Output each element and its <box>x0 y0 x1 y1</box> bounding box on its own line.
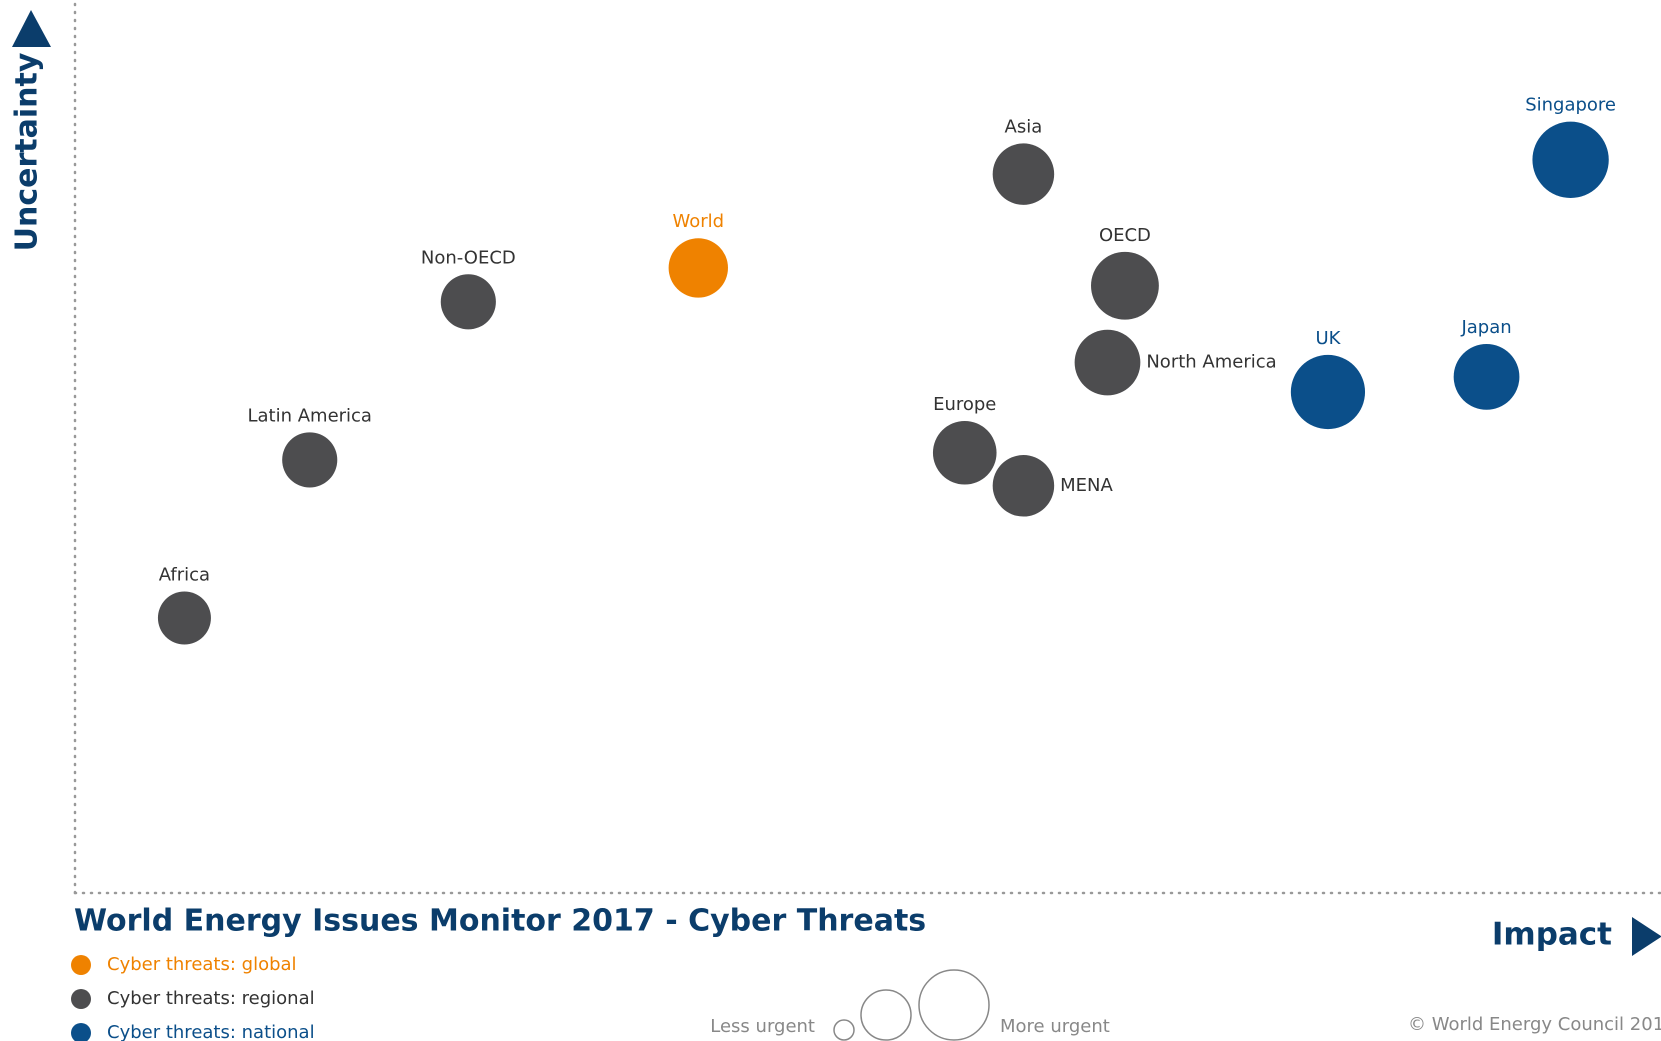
point-label: Singapore <box>1525 95 1616 116</box>
bubble <box>1453 343 1520 410</box>
size-legend-circle <box>833 1019 855 1041</box>
legend-marker <box>71 1023 91 1041</box>
bubble <box>668 238 728 298</box>
bubble <box>1290 354 1366 430</box>
point-label: OECD <box>1099 225 1151 246</box>
size-legend-high: More urgent <box>1000 1016 1110 1037</box>
bubble <box>282 432 338 488</box>
point-label: UK <box>1315 328 1341 349</box>
point-label: Japan <box>1460 317 1511 338</box>
bubble <box>1091 251 1159 320</box>
bubble <box>992 143 1055 205</box>
bubble <box>932 420 997 485</box>
size-legend-low: Less urgent <box>710 1016 815 1037</box>
source: © World Energy Council 2017 <box>1408 1014 1661 1035</box>
point-label: Latin America <box>247 405 372 426</box>
size-legend-circle <box>918 969 990 1041</box>
point-label: Asia <box>1005 116 1043 137</box>
point-label: North America <box>1146 352 1276 373</box>
point-label: World <box>673 211 725 232</box>
legend-marker <box>71 955 91 975</box>
y-axis-arrow <box>12 10 51 47</box>
legend-marker <box>71 989 91 1009</box>
bubble <box>1532 121 1609 199</box>
point-label: Europe <box>933 394 996 415</box>
y-axis-label: Uncertainty <box>10 52 45 251</box>
bubble <box>1074 329 1141 396</box>
bubble <box>992 455 1055 517</box>
size-legend-circle <box>860 989 912 1041</box>
legend-label: Cyber threats: national <box>107 1022 315 1041</box>
point-label: Non-OECD <box>421 247 516 268</box>
x-axis-label: Impact <box>1492 917 1612 953</box>
x-axis-arrow <box>1632 917 1661 956</box>
legend-label: Cyber threats: regional <box>107 988 315 1009</box>
bubble <box>440 274 496 330</box>
legend-label: Cyber threats: global <box>107 954 297 975</box>
point-label: MENA <box>1060 475 1113 496</box>
chart-title: World Energy Issues Monitor 2017 - Cyber… <box>74 904 926 939</box>
bubble <box>157 591 211 645</box>
point-label: Africa <box>159 564 210 585</box>
